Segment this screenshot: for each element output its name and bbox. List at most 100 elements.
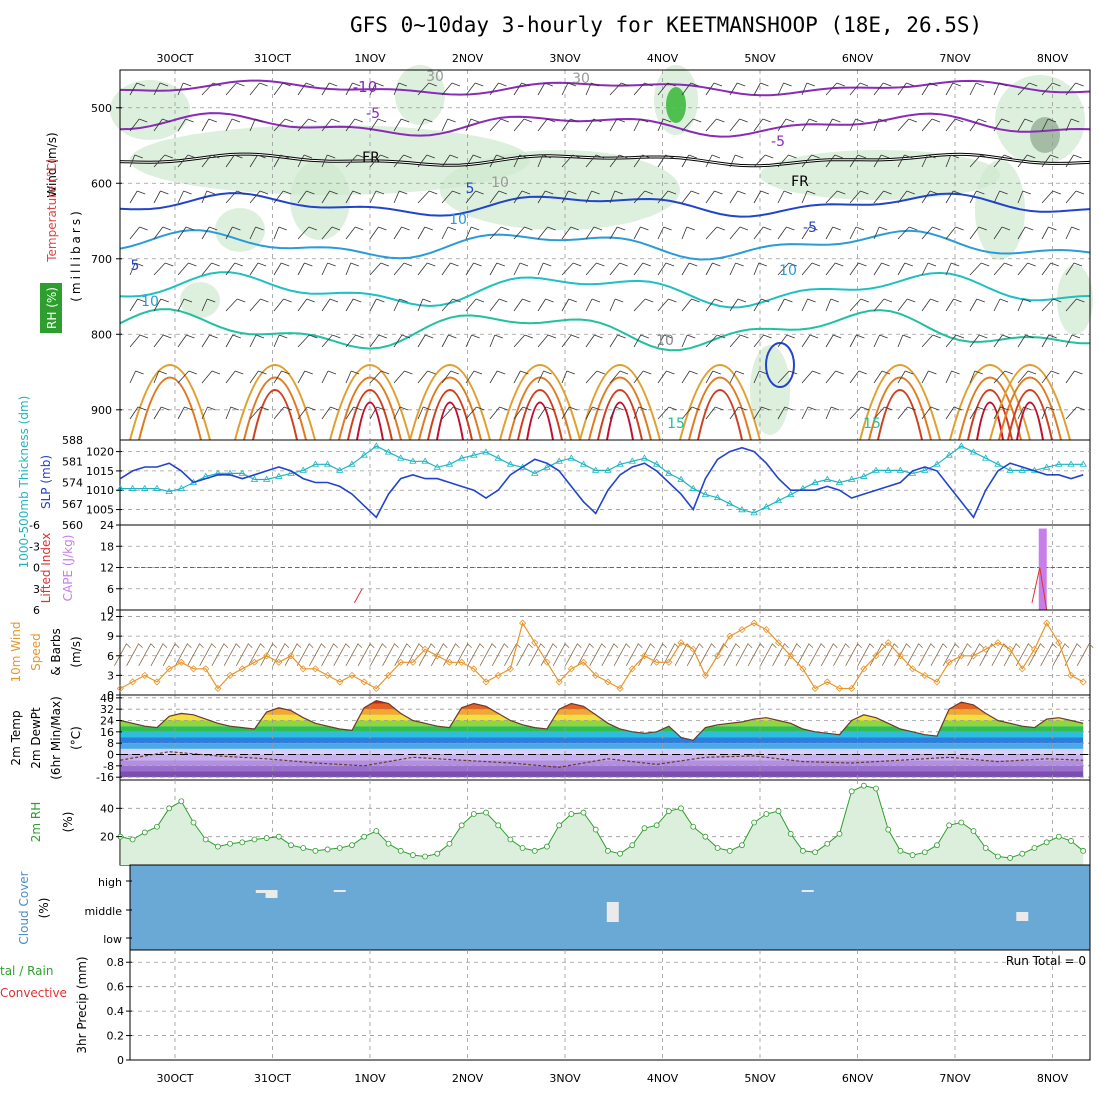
wind-barb — [969, 298, 985, 312]
wind-barb — [162, 643, 180, 666]
wind-barb — [465, 154, 482, 168]
wind-barb — [699, 643, 716, 666]
date-label-bottom: 7NOV — [939, 1072, 971, 1085]
wind-barb — [321, 298, 339, 312]
contour-labels: -10 -5 -5 FR FR 5 -5 10 10 5 10 15 15 10 30 30 10 — [131, 69, 881, 432]
thickness-marker — [531, 469, 539, 476]
wind-ticks: 12 9 6 3 0 — [100, 611, 122, 702]
rh-marker — [787, 830, 794, 837]
wind-barb — [969, 154, 989, 168]
wind-barb — [177, 82, 192, 96]
wind-marker — [384, 671, 393, 679]
wind-barb — [633, 154, 651, 168]
wind-barb — [177, 262, 197, 276]
wind-barb — [921, 334, 941, 348]
warm-contour — [138, 376, 202, 441]
wind-barb — [921, 82, 938, 96]
wind-barb — [129, 118, 148, 132]
wind-barb — [491, 643, 509, 666]
wind-marker — [531, 639, 539, 647]
wind-barb — [564, 643, 582, 666]
wind-barb — [393, 406, 409, 420]
wind-barb — [465, 334, 480, 348]
wind-barb — [153, 298, 169, 312]
ylabel-cloud-unit: (%) — [37, 898, 51, 919]
wind-barb — [729, 262, 744, 276]
cape-series — [353, 528, 1048, 611]
contour-label: FR — [791, 174, 809, 190]
cloud-bar — [1016, 912, 1029, 921]
wind-barb — [441, 226, 457, 240]
wind-barb — [153, 82, 169, 96]
wind-barb — [249, 82, 268, 96]
ylabel-wind-unit: (m/s) — [69, 636, 83, 667]
wind-barb — [777, 334, 795, 348]
contour-label: -10 — [353, 78, 378, 96]
wind-marker — [1006, 645, 1014, 653]
wind-barb — [177, 118, 194, 132]
wind-barb — [777, 298, 793, 312]
wind-barb — [369, 334, 387, 348]
wind-marker — [872, 652, 880, 660]
warm-contour — [859, 364, 941, 441]
date-label-bottom: 6NOV — [842, 1072, 874, 1085]
rh-marker — [129, 836, 136, 843]
wind-barb — [297, 154, 313, 168]
wind-marker — [506, 665, 514, 673]
thickness-marker — [409, 457, 417, 464]
wind-barb — [825, 298, 839, 312]
rh-marker — [349, 842, 355, 849]
wind-barb — [729, 154, 744, 168]
thickness-marker — [592, 466, 600, 473]
tick-label: -8 — [103, 760, 114, 773]
wind-barb — [153, 262, 174, 276]
wind-barb — [1065, 334, 1081, 348]
thickness-marker — [787, 490, 795, 498]
cape-bar — [1038, 528, 1047, 610]
rh-marker — [982, 845, 989, 851]
wind-barb — [297, 370, 313, 384]
wind-barb — [321, 82, 338, 96]
tick-label: 900 — [91, 404, 112, 417]
wind-barb — [921, 370, 937, 384]
tick-label: 40 — [100, 802, 114, 815]
thickness-marker — [482, 448, 490, 455]
thickness-marker — [994, 460, 1002, 467]
rh-marker — [214, 843, 221, 850]
wind-barb — [657, 262, 675, 276]
thickness-marker — [750, 509, 758, 516]
wind-barb — [513, 370, 529, 384]
rh-marker — [860, 782, 867, 789]
wind-marker — [287, 652, 295, 660]
wind-barb — [225, 334, 241, 348]
precip-ticks: 0.8 0.6 0.4 0.2 0 — [107, 956, 132, 1067]
wind-barb — [705, 370, 721, 384]
warm-contour — [588, 376, 652, 441]
slp-grid — [120, 440, 1090, 525]
rh-marker — [702, 833, 709, 840]
wind-barb — [849, 370, 867, 384]
thickness-marker — [128, 484, 137, 491]
tick-label: 24 — [100, 715, 114, 728]
li-line — [353, 588, 363, 604]
wind-barb — [201, 190, 215, 204]
wind-barb — [993, 334, 1011, 348]
wind-barb — [657, 226, 672, 240]
wind-barb — [273, 118, 294, 132]
wind-barb — [1017, 226, 1034, 240]
rh-marker — [397, 847, 404, 854]
wind-barb — [820, 643, 838, 666]
thickness-marker — [982, 454, 990, 461]
wind-marker — [726, 632, 734, 640]
cloud-bar — [255, 890, 268, 893]
date-label-bottom: 2NOV — [452, 1072, 484, 1085]
warm-contour — [958, 376, 1022, 441]
wind-barb — [729, 334, 749, 348]
cold-contour — [765, 342, 795, 388]
rh-marker — [1007, 855, 1013, 861]
wind-barb — [993, 82, 1008, 96]
wind-barb — [993, 370, 1013, 384]
wind-barb — [633, 226, 649, 240]
wind-barb — [1017, 406, 1032, 420]
wind-barb — [633, 334, 649, 348]
